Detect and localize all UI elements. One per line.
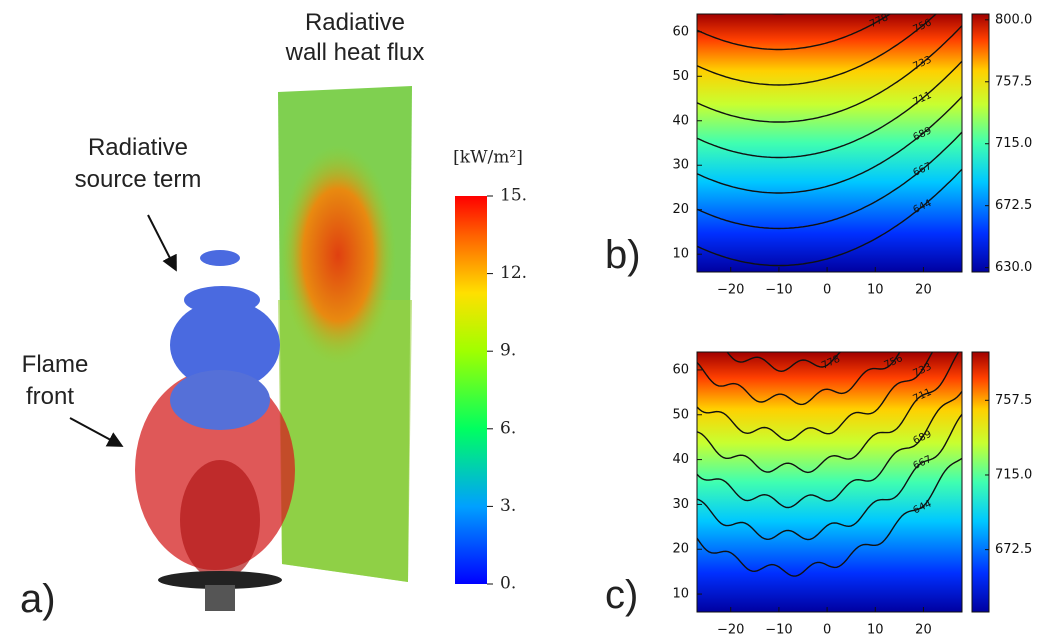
contour-line [697, 60, 962, 159]
contour-line [697, 131, 962, 230]
contour-line [697, 352, 960, 474]
wall-label: wall heat flux [285, 39, 425, 66]
arrow [69, 417, 124, 447]
x-tick-label: 0 [823, 283, 831, 298]
source-blob [200, 250, 240, 266]
plot-frame [696, 13, 963, 273]
colorbar-tick-label: 715.0 [995, 136, 1032, 151]
x-tick-label: 10 [867, 283, 884, 298]
contour-line [726, 352, 842, 373]
flux-spot [280, 145, 396, 365]
y-tick-label: 10 [672, 247, 689, 262]
colorbar [971, 13, 990, 273]
panel-label: c) [605, 573, 638, 617]
x-tick-label: −10 [765, 283, 792, 298]
colorbar-tick-label: 3. [500, 496, 516, 516]
source-label: source term [75, 166, 202, 193]
colorbar-tick-label: 630.0 [995, 260, 1032, 275]
y-tick-label: 60 [672, 362, 689, 377]
y-tick-label: 40 [672, 452, 689, 467]
panel-label: b) [605, 233, 641, 277]
burner [158, 571, 282, 589]
panel-label: a) [20, 577, 56, 621]
flame-core [180, 460, 260, 580]
arrow [147, 214, 177, 272]
colorbar-tick-label: 0. [500, 574, 516, 594]
source-blob [170, 300, 280, 390]
y-tick-label: 10 [672, 587, 689, 602]
burner-base [205, 585, 235, 611]
contour-line [697, 352, 934, 442]
colorbar-tick-label: 672.5 [995, 198, 1032, 213]
y-tick-label: 60 [672, 24, 689, 39]
x-tick-label: 10 [867, 623, 884, 636]
x-tick-label: 20 [915, 283, 932, 298]
contour-line [697, 14, 938, 86]
source-blob [170, 370, 270, 430]
colorbar [455, 196, 487, 584]
colorbar-tick-label: 672.5 [995, 542, 1032, 557]
flame-label: front [26, 383, 74, 410]
contour-line [697, 413, 962, 541]
contour-field [697, 352, 962, 612]
y-tick-label: 30 [672, 497, 689, 512]
y-tick-label: 40 [672, 113, 689, 128]
colorbar-tick-label: 12. [500, 263, 527, 283]
contour-line [697, 168, 962, 267]
colorbar-tick-label: 715.0 [995, 467, 1032, 482]
x-tick-label: −20 [717, 623, 744, 636]
y-tick-label: 50 [672, 407, 689, 422]
colorbar-tick-label: 9. [500, 341, 516, 361]
illustration: Radiative wall heat flux Radiative sourc… [20, 9, 523, 621]
colorbar-tick-label: 800.0 [995, 12, 1032, 27]
contour-field [697, 14, 962, 272]
contour-line [697, 352, 901, 406]
wall-label: Radiative [305, 9, 405, 36]
x-tick-label: 20 [915, 623, 932, 636]
colorbar-tick-label: 15. [500, 186, 527, 206]
colorbar [971, 351, 990, 613]
colorbar-tick-label: 757.5 [995, 393, 1032, 408]
y-tick-label: 50 [672, 69, 689, 84]
y-tick-label: 20 [672, 542, 689, 557]
contour-line [697, 25, 962, 123]
flame-label: Flame [22, 351, 89, 378]
plot-frame [696, 351, 963, 613]
x-tick-label: 0 [823, 623, 831, 636]
y-tick-label: 30 [672, 158, 689, 173]
contour-line [697, 96, 962, 194]
x-tick-label: −20 [717, 283, 744, 298]
colorbar-tick-label: 6. [500, 418, 516, 438]
colorbar-tick-label: 757.5 [995, 74, 1032, 89]
contour-line [697, 457, 962, 577]
contour-line [697, 14, 892, 51]
x-tick-label: −10 [765, 623, 792, 636]
colorbar-title: [kW/m²] [453, 148, 523, 168]
source-blob [184, 286, 260, 314]
source-label: Radiative [88, 134, 188, 161]
contour-line [763, 14, 795, 15]
contour-line [697, 390, 962, 509]
wall-shade [278, 300, 412, 582]
y-tick-label: 20 [672, 202, 689, 217]
